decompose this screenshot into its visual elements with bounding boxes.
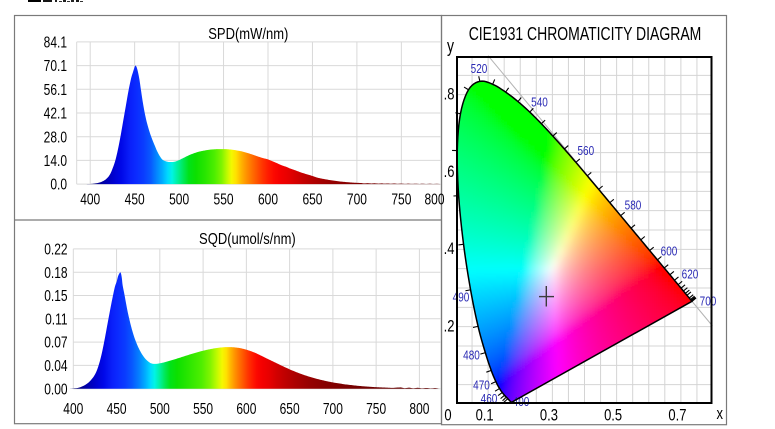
svg-text:500: 500 — [169, 190, 189, 208]
svg-text:.8: .8 — [444, 85, 455, 104]
svg-text:600: 600 — [258, 190, 278, 208]
svg-text:0.11: 0.11 — [45, 310, 68, 328]
svg-text:700: 700 — [700, 295, 717, 308]
svg-text:14.0: 14.0 — [44, 151, 68, 169]
svg-text:620: 620 — [682, 268, 699, 281]
svg-text:0.5: 0.5 — [604, 406, 622, 425]
svg-text:.2: .2 — [444, 317, 455, 336]
svg-text:450: 450 — [107, 399, 127, 417]
svg-text:650: 650 — [280, 399, 300, 417]
svg-text:.6: .6 — [444, 162, 455, 181]
svg-text:700: 700 — [323, 399, 343, 417]
svg-text:700: 700 — [347, 190, 367, 208]
svg-text:580: 580 — [625, 199, 642, 212]
svg-text:560: 560 — [577, 145, 594, 158]
svg-text:460: 460 — [481, 393, 498, 406]
svg-text:84.1: 84.1 — [44, 33, 68, 51]
svg-text:0.04: 0.04 — [44, 356, 68, 374]
svg-text:28.0: 28.0 — [44, 128, 68, 146]
svg-text:56.1: 56.1 — [44, 80, 68, 98]
svg-text:0: 0 — [444, 406, 451, 425]
svg-text:SQD(umol/s/nm): SQD(umol/s/nm) — [199, 231, 296, 248]
svg-text:0.18: 0.18 — [44, 263, 68, 281]
svg-text:0.7: 0.7 — [668, 406, 686, 425]
svg-text:600: 600 — [661, 245, 678, 258]
svg-text:SPD(mW/nm): SPD(mW/nm) — [208, 26, 288, 43]
svg-text:550: 550 — [214, 190, 234, 208]
svg-text:600: 600 — [236, 399, 256, 417]
svg-text:70.1: 70.1 — [44, 57, 68, 75]
svg-text:400: 400 — [63, 399, 83, 417]
svg-text:750: 750 — [366, 399, 386, 417]
svg-text:0.22: 0.22 — [44, 240, 68, 258]
svg-text:500: 500 — [150, 399, 170, 417]
svg-text:y: y — [447, 36, 455, 56]
svg-text:800: 800 — [424, 190, 444, 208]
svg-text:x: x — [716, 405, 723, 424]
svg-text:0.0: 0.0 — [50, 175, 67, 193]
svg-text:550: 550 — [193, 399, 213, 417]
svg-text:470: 470 — [473, 379, 490, 392]
svg-text:.4: .4 — [444, 240, 455, 259]
svg-text:CIE1931 CHROMATICITY DIAGRAM: CIE1931 CHROMATICITY DIAGRAM — [469, 24, 702, 44]
svg-text:0.3: 0.3 — [540, 406, 558, 425]
svg-text:800: 800 — [409, 399, 429, 417]
svg-text:650: 650 — [302, 190, 322, 208]
svg-text:0.07: 0.07 — [44, 333, 68, 351]
svg-text:750: 750 — [391, 190, 411, 208]
svg-text:450: 450 — [125, 190, 145, 208]
svg-text:0.00: 0.00 — [44, 380, 68, 398]
svg-text:0.1: 0.1 — [476, 406, 494, 425]
svg-text:400: 400 — [80, 190, 100, 208]
svg-text:0.15: 0.15 — [44, 287, 68, 305]
svg-text:520: 520 — [471, 63, 488, 76]
svg-text:480: 480 — [463, 349, 480, 362]
svg-text:490: 490 — [453, 291, 470, 304]
svg-text:540: 540 — [531, 96, 548, 109]
svg-text:42.1: 42.1 — [44, 104, 68, 122]
